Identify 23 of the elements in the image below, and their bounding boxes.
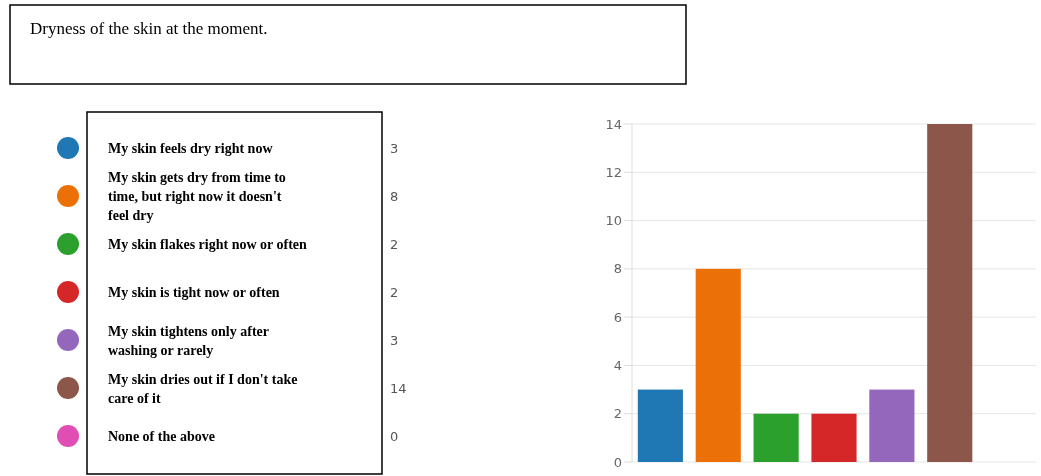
legend-label: None of the above [108,429,215,444]
y-tick-label: 10 [605,213,622,229]
text: 3 [390,333,399,348]
text: Dryness of the skin at the moment. [30,19,268,38]
legend-label: My skin is tight now or often [108,285,280,300]
text: 0 [390,429,399,444]
y-tick-label: 4 [613,357,622,373]
y-tick-label: 14 [605,116,622,132]
legend-label: My skin gets dry from time to time, but right now it doesn't feel dry [108,170,286,223]
y-tick-label: 6 [613,309,622,325]
y-tick-label: 0 [613,454,622,470]
legend-label: My skin tightens only after washing or rarely [108,323,269,358]
legend-label: My skin flakes right now or often [108,237,308,252]
text: 14 [390,381,407,396]
text: 8 [390,189,399,204]
y-tick-label: 2 [613,406,622,422]
legend-label: My skin feels dry right now [108,141,274,156]
text: 3 [390,141,399,156]
legend-label: My skin dries out if I don't take care of it [108,371,298,406]
text: 2 [390,285,399,300]
text: 2 [390,237,399,252]
y-tick-label: 12 [605,164,622,180]
y-tick-label: 8 [613,261,622,277]
